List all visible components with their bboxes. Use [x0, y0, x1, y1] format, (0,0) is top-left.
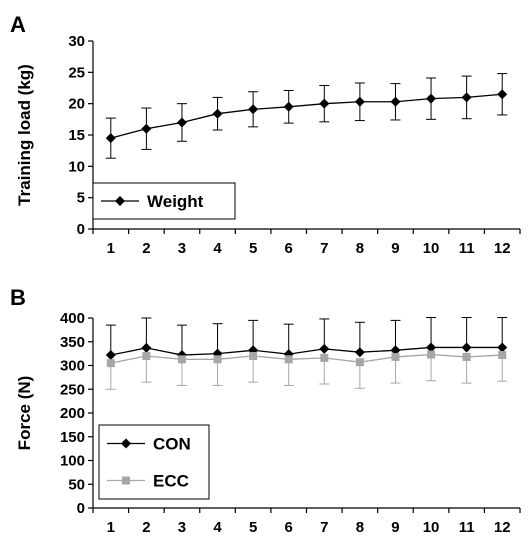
x-tick-label: 11: [459, 240, 475, 257]
data-point: [106, 359, 115, 368]
data-point: [461, 342, 472, 353]
data-point: [319, 98, 330, 109]
x-tick-label: 1: [107, 519, 115, 536]
x-tick-label: 8: [356, 240, 364, 257]
data-point: [461, 92, 472, 103]
y-tick-label: 350: [60, 334, 85, 351]
x-tick-label: 7: [320, 240, 328, 257]
y-tick-label: 150: [60, 429, 85, 446]
legend-label: Weight: [147, 192, 204, 211]
y-tick-label: 50: [68, 476, 85, 493]
panel-label: B: [10, 285, 26, 310]
data-point: [177, 355, 186, 364]
data-point: [213, 355, 222, 364]
data-point: [248, 104, 259, 115]
legend: Weight: [92, 182, 236, 220]
legend-box: [98, 424, 210, 500]
data-point: [212, 108, 223, 119]
y-tick-label: 250: [60, 381, 85, 398]
x-tick-label: 5: [249, 519, 257, 536]
panel-label: A: [10, 12, 26, 37]
series-con: [105, 317, 508, 361]
data-point: [249, 352, 258, 360]
y-tick-label: 300: [60, 358, 85, 375]
legend-label: CON: [153, 435, 191, 454]
data-point: [426, 93, 437, 104]
data-point: [105, 350, 116, 361]
y-tick-label: 15: [68, 127, 85, 144]
series-line: [110, 353, 503, 364]
x-tick-label: 6: [285, 519, 293, 536]
x-tick-label: 1: [107, 240, 115, 257]
data-point: [427, 350, 436, 359]
data-point: [354, 96, 365, 107]
data-point: [390, 345, 401, 356]
y-axis-label: Force (N): [15, 376, 34, 451]
data-point: [391, 352, 400, 361]
data-point: [142, 352, 151, 360]
y-tick-label: 400: [60, 310, 85, 327]
data-point: [426, 342, 437, 353]
data-point: [354, 347, 365, 358]
x-tick-label: 8: [356, 519, 364, 536]
x-tick-label: 10: [423, 519, 440, 536]
y-tick-label: 10: [68, 158, 85, 175]
x-tick-label: 6: [285, 240, 293, 257]
y-tick-label: 100: [60, 453, 85, 470]
y-tick-label: 30: [68, 33, 85, 50]
x-tick-label: 9: [391, 240, 399, 257]
x-tick-label: 2: [142, 240, 150, 257]
series-ecc: [105, 350, 508, 390]
x-tick-label: 4: [213, 240, 222, 257]
y-tick-label: 0: [77, 500, 85, 517]
data-point: [390, 96, 401, 107]
series-line: [110, 346, 503, 356]
data-point: [141, 342, 152, 353]
x-tick-label: 12: [494, 240, 511, 257]
data-point: [105, 133, 116, 144]
legend-marker: [121, 438, 131, 449]
legend: CON ECC: [98, 424, 210, 500]
data-point: [355, 358, 364, 367]
x-tick-label: 2: [142, 519, 150, 536]
x-tick-label: 5: [249, 240, 257, 257]
data-point: [462, 352, 471, 361]
x-tick-label: 9: [391, 519, 399, 536]
y-tick-label: 25: [68, 64, 85, 81]
data-point: [320, 353, 329, 362]
x-tick-label: 4: [213, 519, 222, 536]
y-tick-label: 20: [68, 96, 85, 113]
x-tick-label: 10: [423, 240, 440, 257]
series-weight: [105, 73, 508, 159]
data-point: [176, 117, 187, 128]
x-tick-label: 11: [459, 519, 475, 536]
x-tick-label: 12: [494, 519, 511, 536]
data-point: [498, 351, 507, 360]
data-point: [141, 123, 152, 134]
x-tick-label: 7: [320, 519, 328, 536]
legend-marker: [122, 476, 130, 485]
data-point: [284, 355, 293, 364]
x-tick-label: 3: [178, 519, 186, 536]
legend-marker: [115, 196, 125, 206]
y-axis-label: Training load (kg): [15, 64, 34, 206]
data-point: [283, 101, 294, 112]
y-tick-label: 0: [77, 221, 85, 238]
series-line: [110, 93, 503, 139]
y-tick-label: 200: [60, 405, 85, 422]
data-point: [497, 342, 508, 353]
legend-label: ECC: [153, 472, 189, 491]
data-point: [497, 89, 508, 100]
y-tick-label: 5: [77, 190, 85, 207]
x-tick-label: 3: [178, 240, 186, 257]
data-point: [319, 343, 330, 354]
